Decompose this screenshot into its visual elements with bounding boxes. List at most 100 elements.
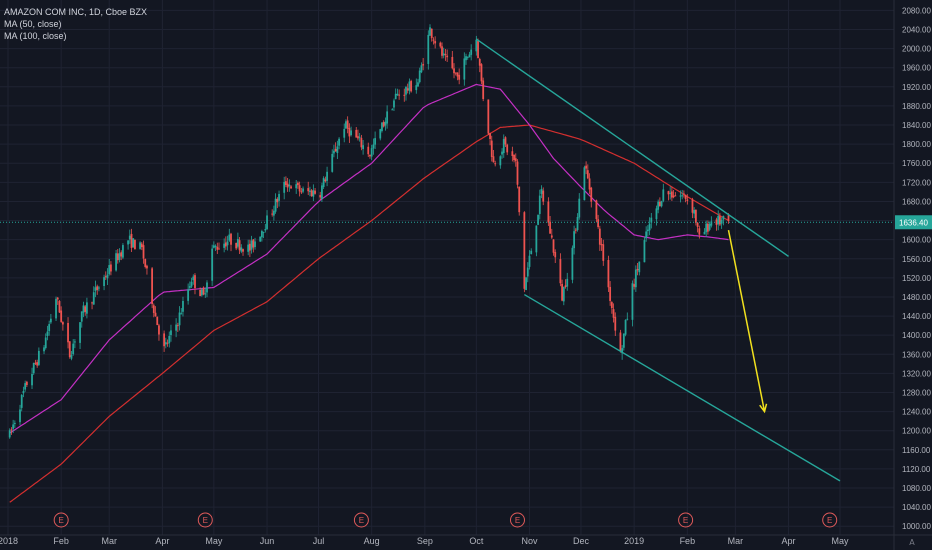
candle-body <box>379 129 382 139</box>
x-tick-label: Oct <box>469 536 484 546</box>
candle-body <box>494 163 497 165</box>
candle-body <box>595 200 598 220</box>
candle-body <box>144 258 147 267</box>
candle-body <box>240 247 243 252</box>
candle-body <box>727 215 730 222</box>
candle-body <box>386 111 389 124</box>
candle-body <box>72 343 75 355</box>
candle-body <box>116 253 119 261</box>
candle-body <box>156 316 159 326</box>
candle-body <box>24 383 27 390</box>
y-tick-label: 1480.00 <box>902 293 931 302</box>
candle-body <box>110 264 112 272</box>
candle-body <box>621 348 624 354</box>
candle-body <box>326 171 328 181</box>
candle-body <box>228 234 231 241</box>
y-tick-label: 1840.00 <box>902 121 931 130</box>
candle-body <box>154 312 157 317</box>
candle-body <box>104 276 107 278</box>
candle-body <box>492 156 495 163</box>
ma100-legend[interactable]: MA (100, close) <box>4 31 67 41</box>
candle-body <box>643 240 646 263</box>
candle-body <box>669 192 672 194</box>
y-tick-label: 1760.00 <box>902 159 931 168</box>
candle-body <box>370 148 373 157</box>
candle-body <box>720 219 723 224</box>
candle-body <box>108 265 111 275</box>
earnings-label: E <box>203 516 208 525</box>
candle-body <box>477 41 479 59</box>
candle-body <box>319 195 322 198</box>
candle-body <box>578 198 581 218</box>
candle-body <box>331 153 334 172</box>
candle-body <box>142 245 145 259</box>
earnings-label: E <box>359 516 364 525</box>
x-tick-label: Jun <box>260 536 275 546</box>
candle-body <box>550 235 553 238</box>
candle-body <box>288 184 291 187</box>
candle-body <box>434 41 437 44</box>
candle-body <box>432 39 435 41</box>
candle-body <box>538 195 541 214</box>
drawings <box>0 38 894 482</box>
candle-body <box>602 244 605 261</box>
candle-body <box>130 233 133 248</box>
candle-body <box>34 362 37 364</box>
candle-body <box>272 210 275 216</box>
candle-body <box>719 216 721 225</box>
candle-body <box>429 27 431 36</box>
earnings-marker <box>197 512 213 528</box>
grid-lines <box>0 0 894 535</box>
ma50-legend[interactable]: MA (50, close) <box>4 19 62 29</box>
symbol-title[interactable]: AMAZON COM INC, 1D, Cboe BZX <box>4 7 148 17</box>
x-tick-label: Apr <box>155 536 169 546</box>
x-tick-label: Sep <box>417 536 433 546</box>
ma50-line <box>9 83 729 434</box>
candle-body <box>482 80 485 100</box>
x-tick-label: 2018 <box>0 536 18 546</box>
candle-body <box>646 229 649 232</box>
candle-body <box>199 289 202 297</box>
candle-body <box>465 56 467 61</box>
candle-body <box>686 199 689 201</box>
candle-body <box>32 362 35 374</box>
candle-body <box>238 240 241 251</box>
candle-body <box>633 284 636 287</box>
candle-body <box>638 261 641 273</box>
candle-body <box>514 158 517 162</box>
candle-body <box>439 42 442 47</box>
candle-body <box>139 242 141 249</box>
candle-body <box>36 362 39 366</box>
candle-body <box>206 282 208 293</box>
candle-body <box>393 100 395 108</box>
candle-body <box>672 195 675 198</box>
earnings-marker <box>509 512 525 528</box>
candle-body <box>655 208 658 220</box>
candle-body <box>562 286 565 302</box>
candle-body <box>235 242 238 249</box>
candle-body <box>590 187 593 202</box>
candle-body <box>674 195 677 197</box>
candle-body <box>619 332 622 352</box>
y-tick-label: 1520.00 <box>902 274 931 283</box>
candle-body <box>444 53 447 55</box>
candle-body <box>410 80 413 92</box>
candle-body <box>708 224 711 230</box>
candle-body <box>487 99 490 134</box>
candle-body <box>681 195 684 197</box>
candle-body <box>79 322 81 343</box>
candle-body <box>80 311 83 322</box>
candle-body <box>561 283 563 301</box>
candle-body <box>200 289 203 296</box>
candle-body <box>254 241 256 247</box>
candle-body <box>298 185 301 192</box>
candle-body <box>645 231 648 239</box>
candle-body <box>192 276 195 281</box>
candle-body <box>535 225 538 253</box>
y-tick-label: 1440.00 <box>902 312 931 321</box>
candle-body <box>542 190 545 202</box>
candle-body <box>475 39 478 52</box>
candle-body <box>547 201 550 223</box>
